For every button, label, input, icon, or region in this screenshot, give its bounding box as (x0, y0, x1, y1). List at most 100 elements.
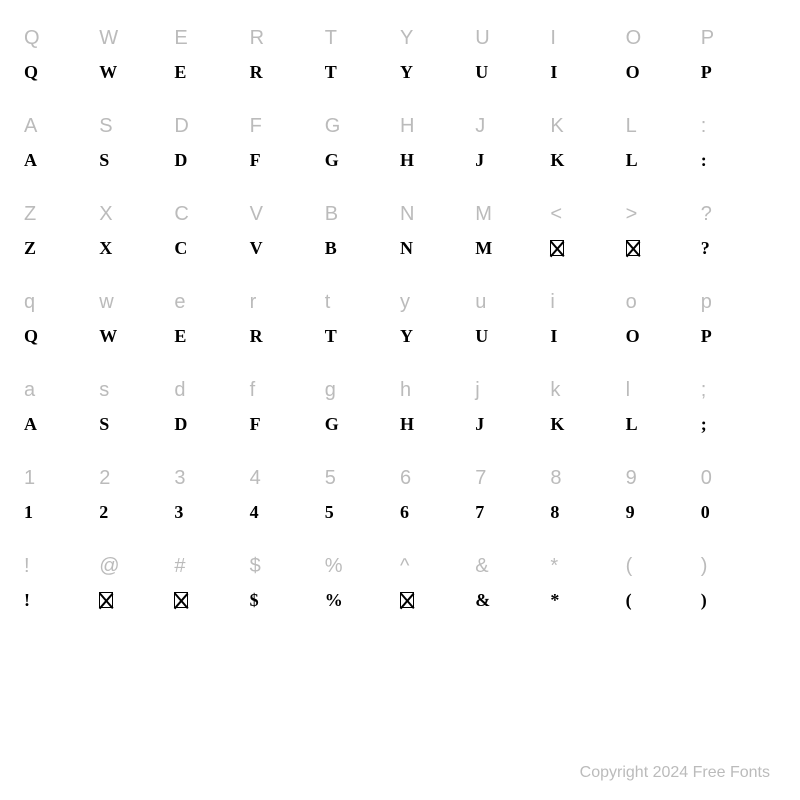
char-glyph: J (475, 408, 484, 440)
char-cell: sS (99, 372, 174, 460)
char-label: # (174, 548, 185, 584)
char-label: 3 (174, 460, 185, 496)
char-glyph: % (325, 584, 343, 616)
char-cell: $$ (250, 548, 325, 636)
char-label: r (250, 284, 257, 320)
char-label: o (626, 284, 637, 320)
char-label: D (174, 108, 188, 144)
char-cell: uU (475, 284, 550, 372)
char-cell: ?? (701, 196, 776, 284)
char-glyph (550, 232, 564, 264)
char-cell: tT (325, 284, 400, 372)
char-cell: hH (400, 372, 475, 460)
char-label: Y (400, 20, 413, 56)
char-label: @ (99, 548, 119, 584)
char-glyph: H (400, 144, 414, 176)
char-label: V (250, 196, 263, 232)
char-glyph (626, 232, 640, 264)
char-label: a (24, 372, 35, 408)
char-cell: 77 (475, 460, 550, 548)
char-cell: aA (24, 372, 99, 460)
char-glyph: P (701, 56, 712, 88)
char-glyph: 4 (250, 496, 259, 528)
char-label: f (250, 372, 256, 408)
char-cell: YY (400, 20, 475, 108)
char-label: Q (24, 20, 40, 56)
char-label: ! (24, 548, 30, 584)
char-cell: 88 (550, 460, 625, 548)
char-cell: < (550, 196, 625, 284)
char-glyph: Q (24, 320, 38, 352)
char-glyph (174, 584, 188, 616)
char-cell: 99 (626, 460, 701, 548)
char-label: N (400, 196, 414, 232)
char-cell: ^ (400, 548, 475, 636)
char-label: ( (626, 548, 633, 584)
char-cell: 66 (400, 460, 475, 548)
char-label: ? (701, 196, 712, 232)
char-glyph (99, 584, 113, 616)
char-glyph: E (174, 56, 186, 88)
char-cell: 11 (24, 460, 99, 548)
char-glyph: $ (250, 584, 259, 616)
char-cell: MM (475, 196, 550, 284)
char-label: % (325, 548, 343, 584)
char-label: U (475, 20, 489, 56)
char-cell: fF (250, 372, 325, 460)
char-label: i (550, 284, 554, 320)
copyright-text: Copyright 2024 Free Fonts (580, 764, 770, 782)
char-cell: jJ (475, 372, 550, 460)
missing-glyph-icon (400, 592, 414, 608)
char-glyph: F (250, 408, 261, 440)
char-cell: 22 (99, 460, 174, 548)
char-label: y (400, 284, 410, 320)
char-glyph: 9 (626, 496, 635, 528)
char-label: d (174, 372, 185, 408)
char-glyph: T (325, 56, 337, 88)
char-cell: II (550, 20, 625, 108)
char-glyph: R (250, 56, 263, 88)
char-glyph: ! (24, 584, 30, 616)
char-cell: yY (400, 284, 475, 372)
char-label: < (550, 196, 562, 232)
char-glyph: 5 (325, 496, 334, 528)
char-glyph: B (325, 232, 337, 264)
char-glyph: 8 (550, 496, 559, 528)
char-cell: VV (250, 196, 325, 284)
char-glyph: C (174, 232, 187, 264)
char-label: I (550, 20, 556, 56)
char-cell: @ (99, 548, 174, 636)
char-label: ^ (400, 548, 409, 584)
char-glyph: W (99, 320, 117, 352)
char-glyph: M (475, 232, 492, 264)
char-label: j (475, 372, 479, 408)
char-glyph: O (626, 56, 640, 88)
char-glyph: 3 (174, 496, 183, 528)
char-cell: # (174, 548, 249, 636)
char-cell: QQ (24, 20, 99, 108)
char-label: 1 (24, 460, 35, 496)
char-label: l (626, 372, 630, 408)
char-label: K (550, 108, 563, 144)
char-label: J (475, 108, 485, 144)
char-glyph: V (250, 232, 263, 264)
missing-glyph-icon (174, 592, 188, 608)
char-label: ; (701, 372, 707, 408)
char-label: C (174, 196, 188, 232)
char-cell: pP (701, 284, 776, 372)
char-label: k (550, 372, 560, 408)
char-cell: KK (550, 108, 625, 196)
char-label: q (24, 284, 35, 320)
char-cell: wW (99, 284, 174, 372)
char-glyph: 1 (24, 496, 33, 528)
char-label: 7 (475, 460, 486, 496)
char-glyph: U (475, 320, 488, 352)
char-glyph: S (99, 144, 109, 176)
char-label: 4 (250, 460, 261, 496)
char-glyph: Y (400, 320, 413, 352)
char-label: E (174, 20, 187, 56)
char-label: M (475, 196, 492, 232)
char-label: > (626, 196, 638, 232)
char-cell: SS (99, 108, 174, 196)
char-label: O (626, 20, 642, 56)
